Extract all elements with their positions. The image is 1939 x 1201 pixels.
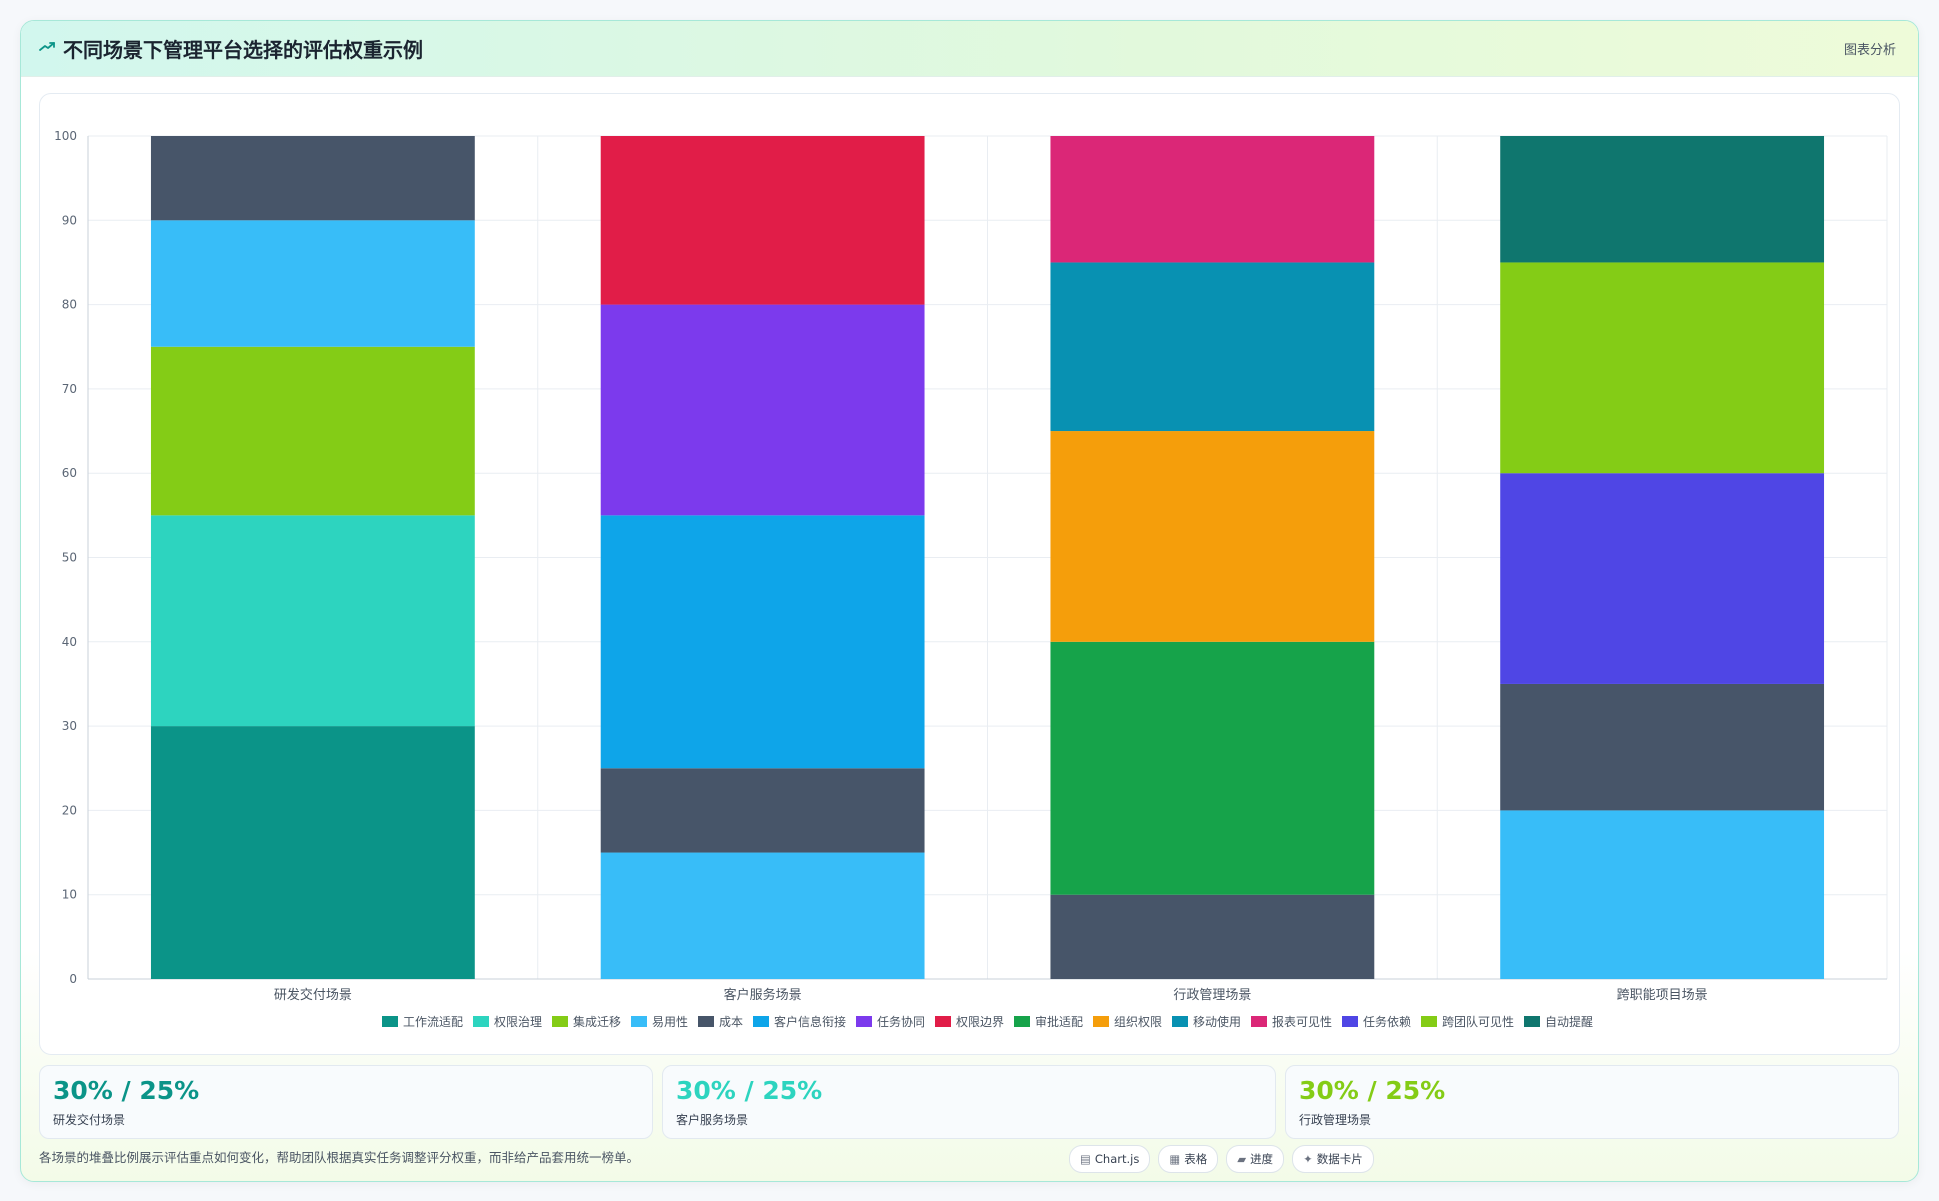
stat-value: 30% / 25% — [676, 1076, 823, 1105]
chip-table[interactable]: ▦ 表格 — [1158, 1145, 1219, 1173]
table-icon: ▦ — [1169, 1152, 1181, 1166]
x-tick-label: 跨职能项目场景 — [1617, 988, 1708, 1003]
bar-segment — [150, 136, 475, 221]
bar-segment — [150, 346, 475, 516]
stat-value: 30% / 25% — [1299, 1076, 1446, 1105]
chart-analysis-link[interactable]: 图表分析 — [1843, 43, 1896, 58]
y-tick-label: 40 — [62, 635, 77, 649]
bar-segment — [1050, 641, 1375, 895]
bar-segment — [1050, 136, 1375, 263]
legend-swatch — [1524, 1016, 1540, 1027]
y-tick-label: 20 — [62, 803, 77, 817]
stat-card: 30% / 25% 客户服务场景 — [662, 1065, 1276, 1139]
legend-swatch — [631, 1016, 647, 1027]
legend-swatch — [698, 1016, 714, 1027]
footer-note: 各场景的堆叠比例展示评估重点如何变化，帮助团队根据真实任务调整评分权重，而非给产… — [39, 1150, 640, 1165]
stat-label: 客户服务场景 — [676, 1113, 749, 1127]
legend-label: 任务协同 — [877, 1014, 925, 1029]
legend-swatch — [935, 1016, 951, 1027]
legend-swatch — [1093, 1016, 1109, 1027]
legend-label: 权限治理 — [494, 1015, 542, 1029]
legend-swatch — [753, 1016, 769, 1027]
stat-cards: 30% / 25% 研发交付场景 30% / 25% 客户服务场景 30% / … — [39, 1065, 1899, 1139]
y-tick-label: 80 — [62, 298, 77, 312]
y-tick-label: 50 — [62, 551, 77, 565]
panel-header: 不同场景下管理平台选择的评估权重示例 图表分析 — [21, 21, 1918, 77]
chip-label: Chart.js — [1094, 1152, 1140, 1166]
legend-label: 移动使用 — [1193, 1014, 1241, 1029]
legend-label: 自动提醒 — [1545, 1014, 1593, 1029]
legend-swatch — [1172, 1016, 1188, 1027]
legend-label: 成本 — [719, 1015, 743, 1029]
legend-label: 组织权限 — [1114, 1015, 1162, 1029]
legend-swatch — [552, 1016, 568, 1027]
bar-segment — [600, 852, 925, 979]
stat-value: 30% / 25% — [53, 1076, 200, 1105]
stacked-bar-chart: 0 10 20 30 40 50 60 70 80 90 100 研发交付场景 客户服务场景 行政管理场景… — [54, 129, 1888, 1029]
legend-swatch — [1421, 1016, 1437, 1027]
legend-label: 跨团队可见性 — [1442, 1014, 1514, 1029]
bar-segment — [1050, 262, 1375, 432]
bar-segment — [150, 726, 475, 979]
legend-swatch — [473, 1016, 489, 1027]
y-tick-label: 30 — [62, 719, 77, 733]
legend-swatch — [1014, 1016, 1030, 1027]
sparkle-icon: ✦ — [1303, 1152, 1313, 1166]
legend-label: 任务依赖 — [1363, 1014, 1411, 1029]
chip-data-card[interactable]: ✦ 数据卡片 — [1292, 1145, 1374, 1173]
chip-progress[interactable]: ▰ 进度 — [1226, 1145, 1285, 1173]
legend-swatch — [1251, 1016, 1267, 1027]
y-tick-label: 90 — [62, 213, 77, 227]
stat-label: 行政管理场景 — [1299, 1113, 1372, 1127]
y-tick-label: 100 — [54, 129, 77, 143]
bar-segment — [600, 768, 925, 853]
x-tick-label: 研发交付场景 — [274, 987, 352, 1003]
bar-segment — [600, 304, 925, 516]
bar-segment — [600, 136, 925, 305]
progress-icon: ▰ — [1237, 1152, 1247, 1166]
legend-label: 客户信息衔接 — [774, 1014, 846, 1029]
dashboard-panel: 不同场景下管理平台选择的评估权重示例 图表分析 0 10 20 30 40 50 60 70 8… — [20, 20, 1919, 1182]
bar-segment — [1050, 431, 1375, 642]
y-tick-label: 60 — [62, 466, 77, 480]
y-tick-label: 70 — [62, 382, 77, 396]
stat-label: 研发交付场景 — [53, 1113, 126, 1127]
legend-swatch — [382, 1016, 398, 1027]
stat-card: 30% / 25% 研发交付场景 — [39, 1065, 653, 1139]
bar-segment — [150, 220, 475, 347]
trend-icon — [39, 42, 55, 51]
legend-label: 报表可见性 — [1272, 1014, 1332, 1029]
x-tick-label: 客户服务场景 — [724, 987, 802, 1003]
chip-label: 表格 — [1184, 1152, 1208, 1166]
stat-card: 30% / 25% 行政管理场景 — [1285, 1065, 1899, 1139]
legend-label: 审批适配 — [1035, 1014, 1083, 1029]
chart-card: 0 10 20 30 40 50 60 70 80 90 100 研发交付场景 客户服务场景 行政管理场景… — [39, 93, 1900, 1055]
legend-swatch — [856, 1016, 872, 1027]
y-tick-label: 0 — [69, 972, 77, 986]
bar-segment — [1500, 136, 1825, 263]
chip-label: 进度 — [1250, 1152, 1274, 1166]
bar-segment — [1500, 262, 1825, 474]
y-tick-label: 10 — [62, 888, 77, 902]
legend-label: 权限边界 — [956, 1015, 1004, 1029]
chart-icon: ▤ — [1080, 1152, 1091, 1166]
legend-swatch — [1342, 1016, 1358, 1027]
legend-label: 易用性 — [652, 1015, 688, 1029]
bar-segment — [1500, 810, 1825, 979]
chip-label: 数据卡片 — [1316, 1152, 1363, 1166]
chip-chartjs[interactable]: ▤ Chart.js — [1069, 1145, 1151, 1173]
legend-label: 工作流适配 — [403, 1015, 463, 1029]
bar-segment — [600, 515, 925, 769]
x-tick-label: 行政管理场景 — [1173, 988, 1251, 1003]
bar-segment — [1500, 473, 1825, 684]
bar-segment — [1050, 894, 1375, 979]
bar-segment — [150, 515, 475, 727]
page-title: 不同场景下管理平台选择的评估权重示例 — [63, 38, 423, 62]
legend-label: 集成迁移 — [573, 1014, 621, 1029]
bar-segment — [1500, 683, 1825, 811]
tool-chips: ▤ Chart.js ▦ 表格 ▰ 进度 ✦ 数据卡片 — [1069, 1145, 1382, 1173]
